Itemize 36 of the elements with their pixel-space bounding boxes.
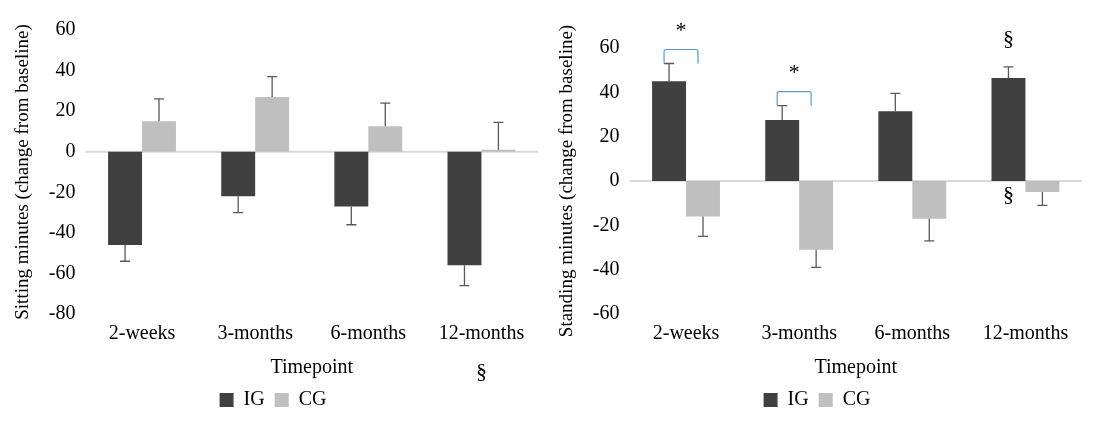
- legend-label: CG: [298, 387, 327, 410]
- x-tick-label: 2-weeks: [108, 321, 176, 344]
- annotation: §: [1002, 180, 1014, 206]
- x-axis-title: Timepoint: [270, 355, 354, 379]
- x-tick-label: 12-months: [982, 321, 1069, 344]
- y-tick-label: -20: [592, 212, 620, 235]
- y-tick-label: -60: [592, 301, 620, 324]
- y-tick-label: 20: [599, 123, 620, 146]
- y-tick-label: 40: [599, 79, 620, 102]
- y-axis-title: Standing minutes (change from baseline): [555, 24, 578, 338]
- y-tick-label: 0: [65, 138, 76, 161]
- y-tick-label: 40: [55, 57, 76, 80]
- x-tick-label: 3-months: [217, 321, 294, 344]
- x-tick-label: 3-months: [761, 321, 838, 344]
- y-tick-label: 60: [55, 17, 76, 40]
- y-tick-label: 0: [609, 168, 620, 191]
- y-tick-label: -40: [48, 220, 76, 243]
- x-tick-label: 6-months: [330, 321, 407, 344]
- annotation: §: [1002, 24, 1014, 50]
- x-tick-label: 6-months: [874, 321, 951, 344]
- legend-label: CG: [842, 387, 871, 410]
- y-tick-label: -80: [48, 301, 76, 324]
- legend-label: IG: [787, 387, 809, 410]
- legend-label: IG: [243, 387, 265, 410]
- x-axis-title: Timepoint: [814, 355, 898, 379]
- y-tick-label: -60: [48, 260, 76, 283]
- y-tick-label: 20: [55, 98, 76, 121]
- text: §: [475, 357, 487, 383]
- x-tick-label: 12-months: [438, 321, 525, 344]
- text: *: [675, 17, 687, 43]
- y-tick-label: 60: [599, 35, 620, 58]
- y-tick-label: -20: [48, 179, 76, 202]
- y-axis-title: Sitting minutes (change from baseline): [11, 24, 34, 320]
- x-tick-label: 2-weeks: [652, 321, 720, 344]
- y-tick-label: -40: [592, 256, 620, 279]
- annotation: *: [788, 59, 800, 85]
